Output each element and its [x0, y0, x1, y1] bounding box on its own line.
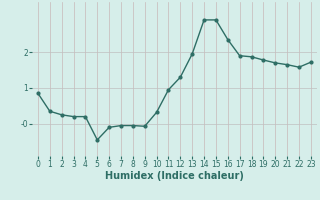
X-axis label: Humidex (Indice chaleur): Humidex (Indice chaleur) — [105, 171, 244, 181]
